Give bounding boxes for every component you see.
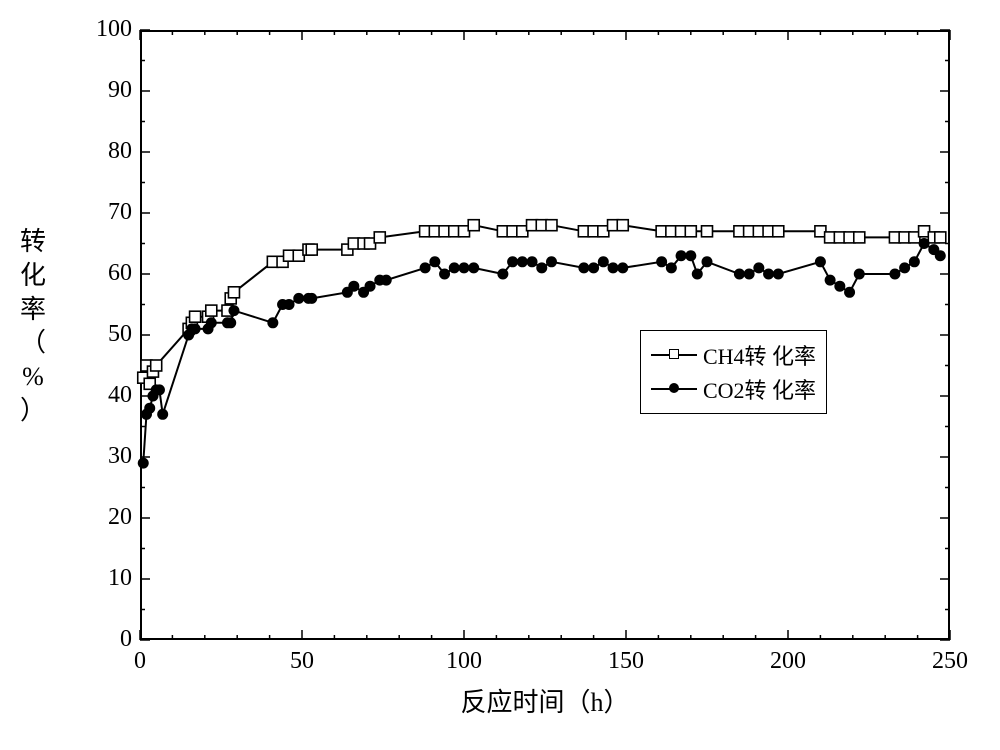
x-tick-label: 100 — [444, 648, 484, 675]
y-tick-label: 30 — [108, 443, 132, 470]
y-tick-label: 10 — [108, 565, 132, 592]
legend-item-ch4: CH4转 化率 — [651, 339, 816, 371]
y-tick-label: 90 — [108, 77, 132, 104]
x-tick-label: 50 — [282, 648, 322, 675]
x-tick-label: 200 — [768, 648, 808, 675]
y-axis-title: 转化率（%） — [18, 225, 48, 428]
y-tick-label: 50 — [108, 321, 132, 348]
legend-label-co2: CO2转 化率 — [703, 373, 816, 405]
chart-container: 转化率（%） 反应时间（h） CH4转 化率 CO2转 化率 0 50 100 150… — [0, 0, 1000, 750]
x-tick-label: 150 — [606, 648, 646, 675]
legend-label-ch4: CH4转 化率 — [703, 339, 816, 371]
legend-item-co2: CO2转 化率 — [651, 373, 816, 405]
y-tick-label: 80 — [108, 138, 132, 165]
legend: CH4转 化率 CO2转 化率 — [640, 330, 827, 414]
y-tick-label: 60 — [108, 260, 132, 287]
y-tick-label: 40 — [108, 382, 132, 409]
chart-svg — [0, 0, 1000, 750]
y-tick-label: 20 — [108, 504, 132, 531]
square-open-icon — [669, 349, 679, 359]
y-tick-label: 0 — [120, 626, 132, 653]
x-axis-title: 反应时间（h） — [445, 682, 645, 719]
y-tick-label: 70 — [108, 199, 132, 226]
circle-filled-icon — [669, 383, 679, 393]
legend-line-co2 — [651, 388, 697, 390]
legend-line-ch4 — [651, 354, 697, 356]
y-tick-label: 100 — [96, 16, 132, 43]
x-tick-label: 250 — [930, 648, 970, 675]
